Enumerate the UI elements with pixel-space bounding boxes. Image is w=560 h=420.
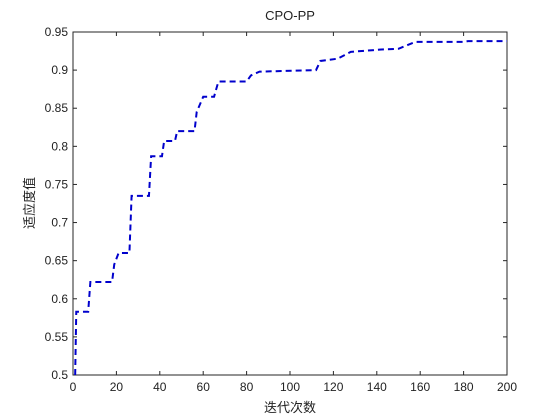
y-tick-label: 0.7 (51, 216, 68, 230)
y-tick-label: 0.5 (51, 368, 68, 382)
x-tick-label: 200 (497, 380, 517, 394)
x-tick-label: 20 (110, 380, 124, 394)
y-tick-label: 0.65 (45, 254, 69, 268)
x-tick-label: 160 (410, 380, 430, 394)
x-tick-label: 100 (280, 380, 300, 394)
y-tick-label: 0.6 (51, 292, 68, 306)
x-tick-label: 180 (454, 380, 474, 394)
x-tick-label: 120 (323, 380, 343, 394)
x-tick-label: 40 (153, 380, 167, 394)
data-line (74, 40, 507, 376)
x-axis-label: 迭代次数 (264, 400, 316, 416)
x-tick-label: 0 (70, 380, 77, 394)
y-tick-label: 0.85 (45, 101, 69, 115)
y-tick-label: 0.8 (51, 139, 68, 153)
x-tick-label: 60 (197, 380, 211, 394)
plot-area (72, 31, 508, 376)
chart-title: CPO-PP (265, 8, 315, 23)
y-tick-label: 0.9 (51, 63, 68, 77)
x-tick-label: 80 (240, 380, 254, 394)
y-tick-label: 0.75 (45, 177, 69, 191)
y-axis-label: 适应度值 (22, 177, 38, 229)
x-tick-label: 140 (367, 380, 387, 394)
y-tick-label: 0.95 (45, 25, 69, 39)
y-tick-label: 0.55 (45, 330, 69, 344)
